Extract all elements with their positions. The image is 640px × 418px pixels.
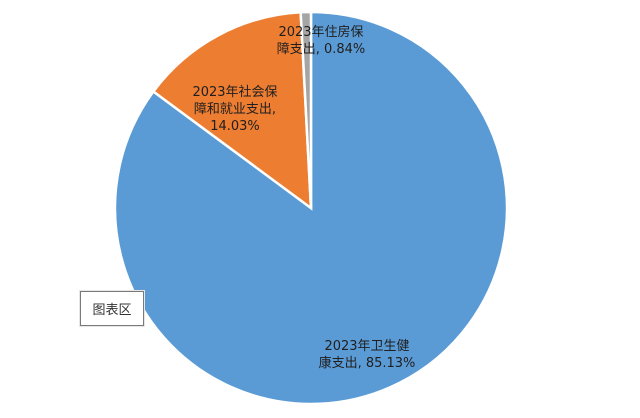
- pie-slice-social[interactable]: [151, 10, 313, 211]
- data-label-housing: 2023年住房保 障支出, 0.84%: [276, 25, 366, 57]
- chart-area-tooltip: 图表区: [80, 291, 144, 326]
- data-label-health: 2023年卫生健 康支出, 85.13%: [318, 339, 416, 371]
- pie-slice-housing[interactable]: [299, 10, 313, 209]
- data-label-social: 2023年社会保 障和就业支出, 14.03%: [192, 85, 278, 134]
